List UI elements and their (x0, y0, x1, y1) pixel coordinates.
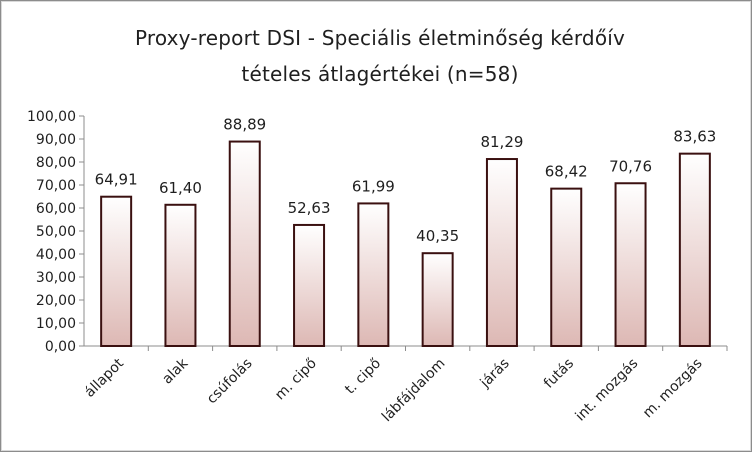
bar (678, 152, 711, 347)
bar (228, 140, 261, 347)
x-tick-label: lábfájdalom (379, 356, 449, 426)
data-label: 40,35 (416, 227, 459, 245)
data-label: 68,42 (545, 163, 588, 181)
bar (164, 203, 197, 347)
x-tick-label: m. mozgás (640, 356, 706, 422)
data-label: 61,99 (352, 177, 395, 195)
bar (100, 195, 133, 347)
y-tick-label: 80,00 (36, 155, 76, 171)
chart-title-line-1: Proxy-report DSI - Speciális életminőség… (134, 26, 626, 50)
y-tick-label: 0,00 (45, 339, 76, 355)
y-tick-label: 100,00 (27, 109, 76, 125)
chart-title-line-2: tételes átlagértékei (n=58) (241, 62, 519, 86)
x-tick-label: járás (477, 356, 513, 392)
data-label: 88,89 (223, 116, 266, 134)
data-label: 70,76 (609, 157, 652, 175)
y-tick-label: 90,00 (36, 132, 76, 148)
y-tick-label: 50,00 (36, 224, 76, 240)
data-label: 81,29 (480, 133, 523, 151)
x-tick-label: állapot (82, 355, 128, 401)
y-tick-label: 30,00 (36, 270, 76, 286)
data-label: 52,63 (288, 199, 331, 217)
bar (357, 202, 390, 347)
bar (293, 223, 326, 348)
x-tick-label: int. mozgás (572, 356, 641, 425)
y-tick-label: 10,00 (36, 316, 76, 332)
x-tick-label: futás (541, 356, 577, 392)
bar (614, 182, 647, 347)
y-tick-label: 70,00 (36, 178, 76, 194)
bar (421, 252, 454, 348)
data-label: 61,40 (159, 179, 202, 197)
y-tick-label: 20,00 (36, 293, 76, 309)
data-label: 83,63 (673, 128, 716, 146)
x-tick-label: csúfolás (204, 356, 256, 408)
y-tick-label: 40,00 (36, 247, 76, 263)
x-tick-label: alak (159, 355, 192, 388)
x-tick-label: m. cipő (272, 356, 320, 404)
bar (550, 187, 583, 347)
bar (485, 158, 518, 347)
data-label: 64,91 (95, 171, 138, 189)
x-tick-label: t. cipő (342, 356, 384, 398)
y-tick-label: 60,00 (36, 201, 76, 217)
